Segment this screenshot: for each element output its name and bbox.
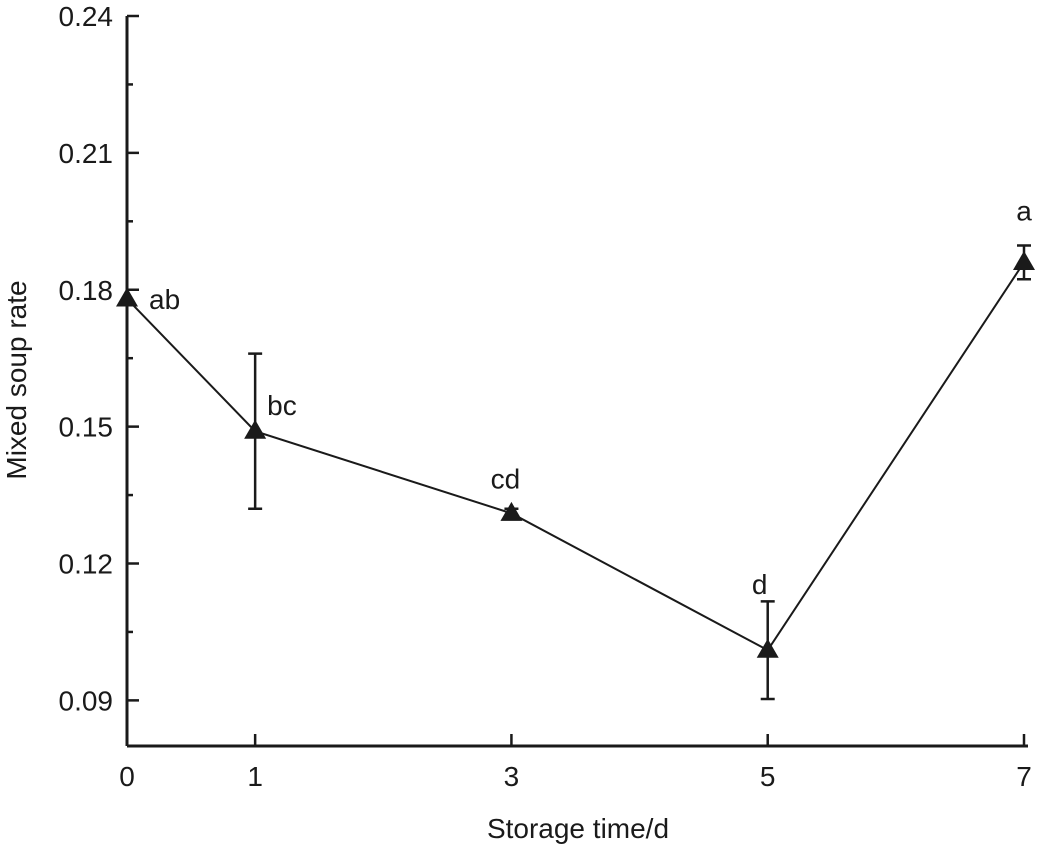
y-axis-title: Mixed soup rate (1, 280, 32, 479)
x-tick-label: 1 (247, 761, 263, 792)
significance-label: cd (491, 463, 521, 494)
data-point-marker (116, 287, 138, 307)
data-point-marker (1013, 250, 1035, 270)
x-tick-label: 7 (1016, 761, 1032, 792)
x-tick-label: 0 (119, 761, 135, 792)
y-tick-label: 0.18 (59, 275, 114, 306)
data-point-marker (756, 638, 779, 658)
x-tick-label: 3 (504, 761, 520, 792)
y-tick-label: 0.21 (59, 138, 114, 169)
significance-label: a (1016, 195, 1032, 226)
y-tick-label: 0.15 (59, 412, 114, 443)
significance-label: d (752, 569, 768, 600)
data-point-marker (500, 501, 523, 521)
data-point-marker (244, 419, 267, 439)
significance-label: ab (149, 284, 180, 315)
y-tick-label: 0.09 (59, 685, 114, 716)
y-tick-label: 0.12 (59, 549, 114, 580)
series-layer: ab bc cd d a (116, 195, 1035, 701)
significance-label: bc (267, 390, 297, 421)
axes: 0.09 0.12 0.15 0.18 0.21 0.24 0 1 3 5 7 (59, 1, 1032, 792)
y-tick-label: 0.24 (59, 1, 114, 32)
x-tick-label: 5 (760, 761, 776, 792)
series-line (126, 261, 1025, 652)
x-axis-title: Storage time/d (487, 813, 669, 844)
